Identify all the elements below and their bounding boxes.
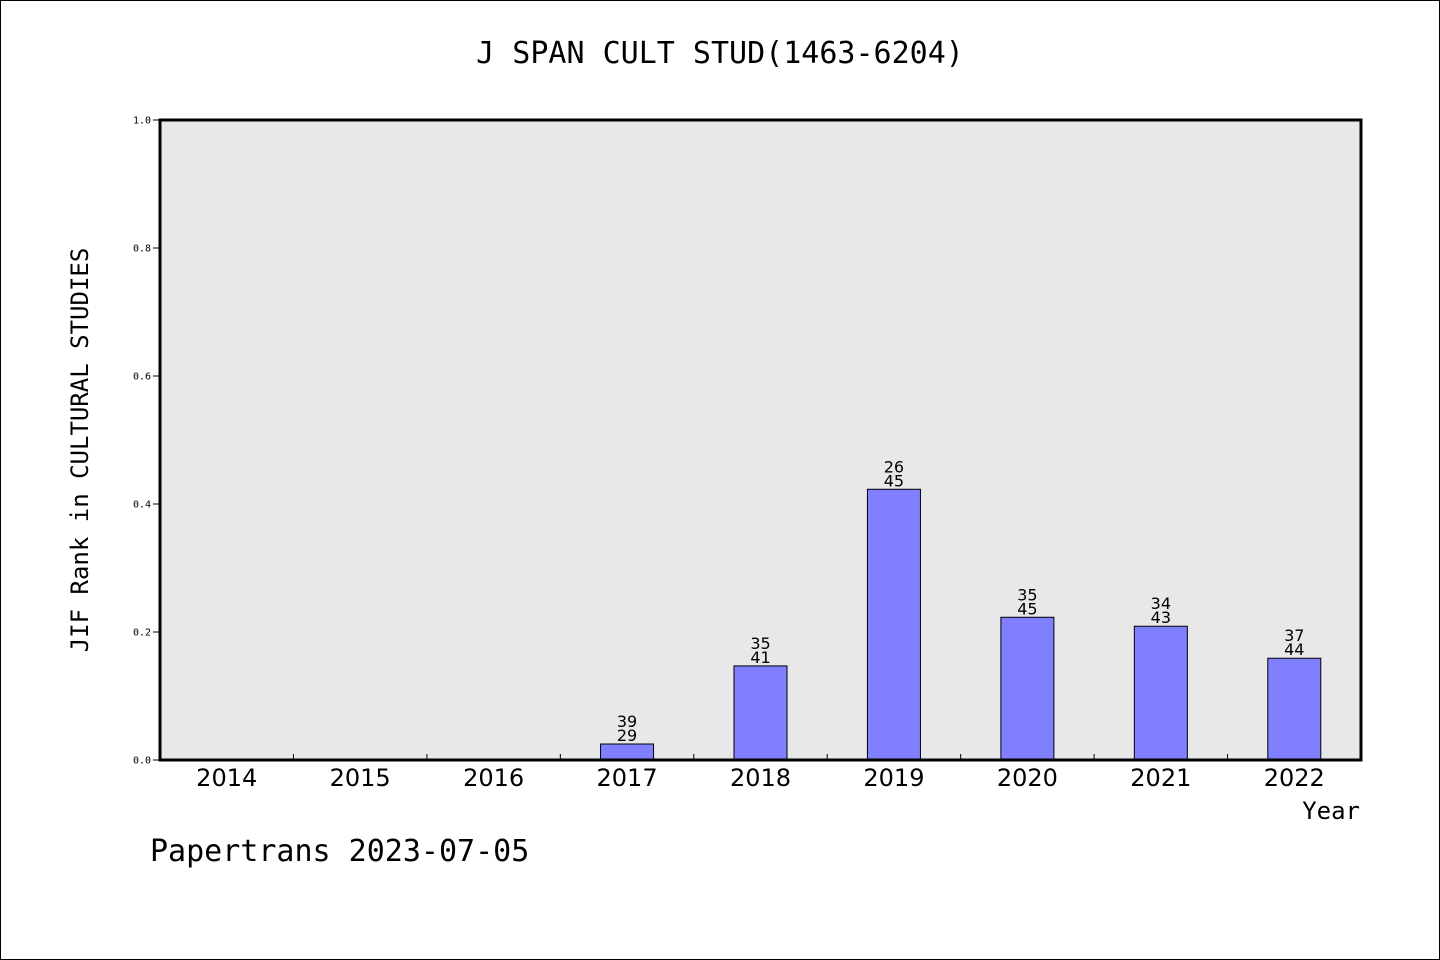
x-tick-label: 2016 bbox=[463, 764, 524, 792]
x-tick-label: 2014 bbox=[196, 764, 257, 792]
plot-border bbox=[158, 118, 1363, 762]
bar-label-top: 37 bbox=[1284, 626, 1304, 645]
y-tick-label: 0.0 bbox=[133, 756, 151, 767]
bar-label-top: 34 bbox=[1151, 594, 1171, 613]
bar bbox=[1133, 625, 1188, 761]
x-tick-label: 2020 bbox=[997, 764, 1058, 792]
x-tick-label: 2021 bbox=[1130, 764, 1191, 792]
bar-label-top: 39 bbox=[617, 712, 637, 731]
bar bbox=[733, 665, 788, 761]
y-tick-label: 0.8 bbox=[133, 244, 151, 255]
x-tick-label: 2019 bbox=[863, 764, 924, 792]
chart-title: J SPAN CULT STUD(1463-6204) bbox=[476, 36, 964, 71]
x-tick-label: 2018 bbox=[730, 764, 791, 792]
x-axis-label: Year bbox=[1302, 797, 1360, 825]
bar-label-bottom: 45 bbox=[884, 471, 904, 490]
bar-label-bottom: 43 bbox=[1151, 608, 1171, 627]
x-tick-label: 2022 bbox=[1264, 764, 1325, 792]
x-tick-label: 2015 bbox=[330, 764, 391, 792]
bar-label-bottom: 41 bbox=[750, 648, 770, 667]
bar bbox=[1267, 657, 1322, 761]
bar-label-bottom: 29 bbox=[617, 726, 637, 745]
y-tick-label: 1.0 bbox=[133, 116, 151, 127]
bar-label-bottom: 45 bbox=[1017, 599, 1037, 618]
y-tick-label: 0.6 bbox=[133, 372, 151, 383]
y-tick-label: 0.2 bbox=[133, 628, 151, 639]
bar bbox=[600, 743, 655, 761]
bar-label-top: 35 bbox=[750, 634, 770, 653]
bar-label-bottom: 44 bbox=[1284, 640, 1304, 659]
bar-label-top: 35 bbox=[1017, 585, 1037, 604]
bar bbox=[1000, 616, 1055, 761]
y-tick-label: 0.4 bbox=[133, 500, 151, 511]
bar bbox=[866, 488, 921, 761]
footer-watermark: Papertrans 2023-07-05 bbox=[150, 834, 530, 869]
bar-label-top: 26 bbox=[884, 457, 904, 476]
x-tick-label: 2017 bbox=[597, 764, 658, 792]
